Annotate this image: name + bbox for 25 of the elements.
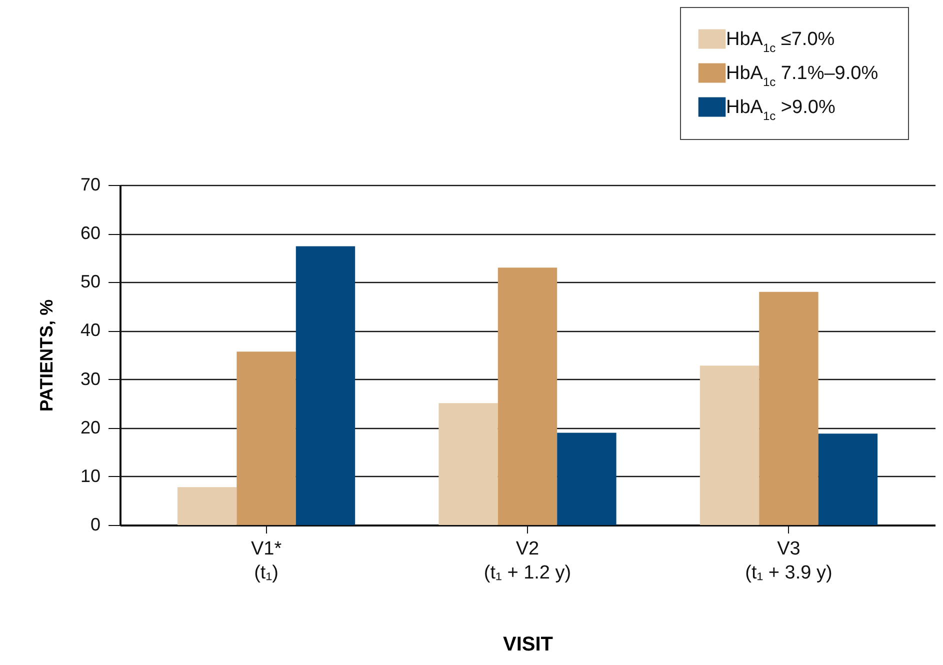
y-tick-label: 50 — [80, 272, 100, 292]
bar — [818, 434, 878, 525]
x-tick-label: V1* (t₁) — [250, 538, 282, 584]
y-tick-label: 20 — [80, 417, 100, 438]
y-tick-label: 60 — [80, 223, 100, 244]
legend-label: HbA$_{1c}$ ≤7.0% — [726, 29, 835, 55]
y-tick-label: 10 — [80, 466, 100, 486]
bar — [557, 432, 616, 525]
x-tick-label: V3 (t₁ + 3.9 y) — [745, 538, 832, 584]
bar — [177, 487, 237, 525]
bar — [700, 366, 760, 525]
y-tick-label: 70 — [80, 174, 100, 194]
bar — [296, 246, 356, 525]
x-axis-title: VISIT — [502, 634, 554, 656]
y-axis-title: PATIENTS, % — [36, 299, 56, 412]
bar — [498, 268, 558, 525]
bar — [759, 292, 818, 525]
legend-label: HbA$_{1c}$ >9.0% — [726, 97, 836, 123]
bar — [438, 403, 498, 525]
x-tick-label: V2 (t₁ + 1.2 y) — [484, 538, 572, 584]
y-tick-label: 0 — [90, 514, 100, 534]
y-tick-label: 30 — [80, 368, 100, 389]
legend-label: HbA$_{1c}$ 7.1%–9.0% — [726, 63, 878, 89]
bar — [236, 352, 296, 525]
y-tick-label: 40 — [80, 320, 100, 340]
